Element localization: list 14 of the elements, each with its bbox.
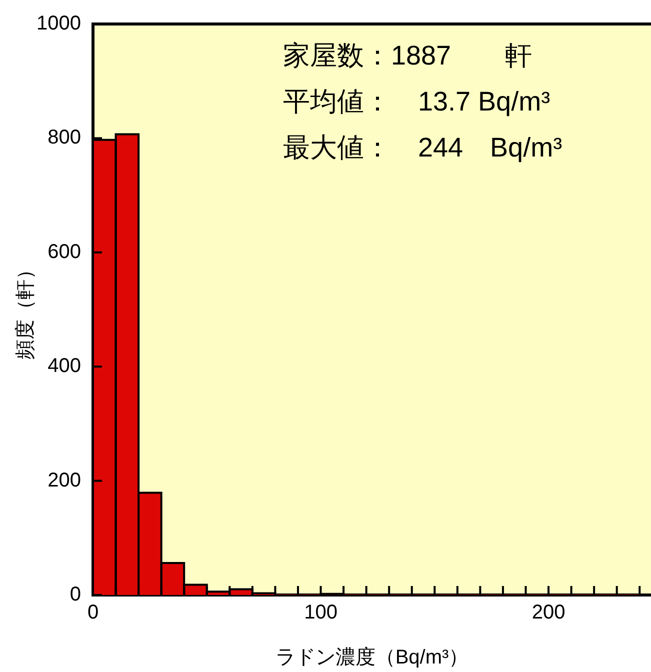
annotation: 最大値： 244 Bq/m³ [283, 132, 562, 162]
y-tick-label: 0 [70, 584, 81, 606]
x-axis-title: ラドン濃度（Bq/m³） [275, 646, 469, 669]
annotation: 平均値： 13.7 Bq/m³ [283, 86, 550, 116]
y-tick-label: 600 [48, 240, 81, 263]
annotation: 家屋数：1887 軒 [283, 40, 532, 70]
y-tick-label: 1000 [36, 12, 81, 35]
x-tick-label: 0 [87, 602, 99, 624]
y-axis-title: 頻度（軒） [14, 260, 37, 360]
y-tick-label: 800 [48, 126, 81, 149]
x-tick-label: 200 [532, 602, 566, 624]
y-tick-label: 200 [48, 469, 81, 492]
x-tick-label: 100 [304, 602, 338, 624]
y-tick-label: 400 [48, 355, 81, 378]
